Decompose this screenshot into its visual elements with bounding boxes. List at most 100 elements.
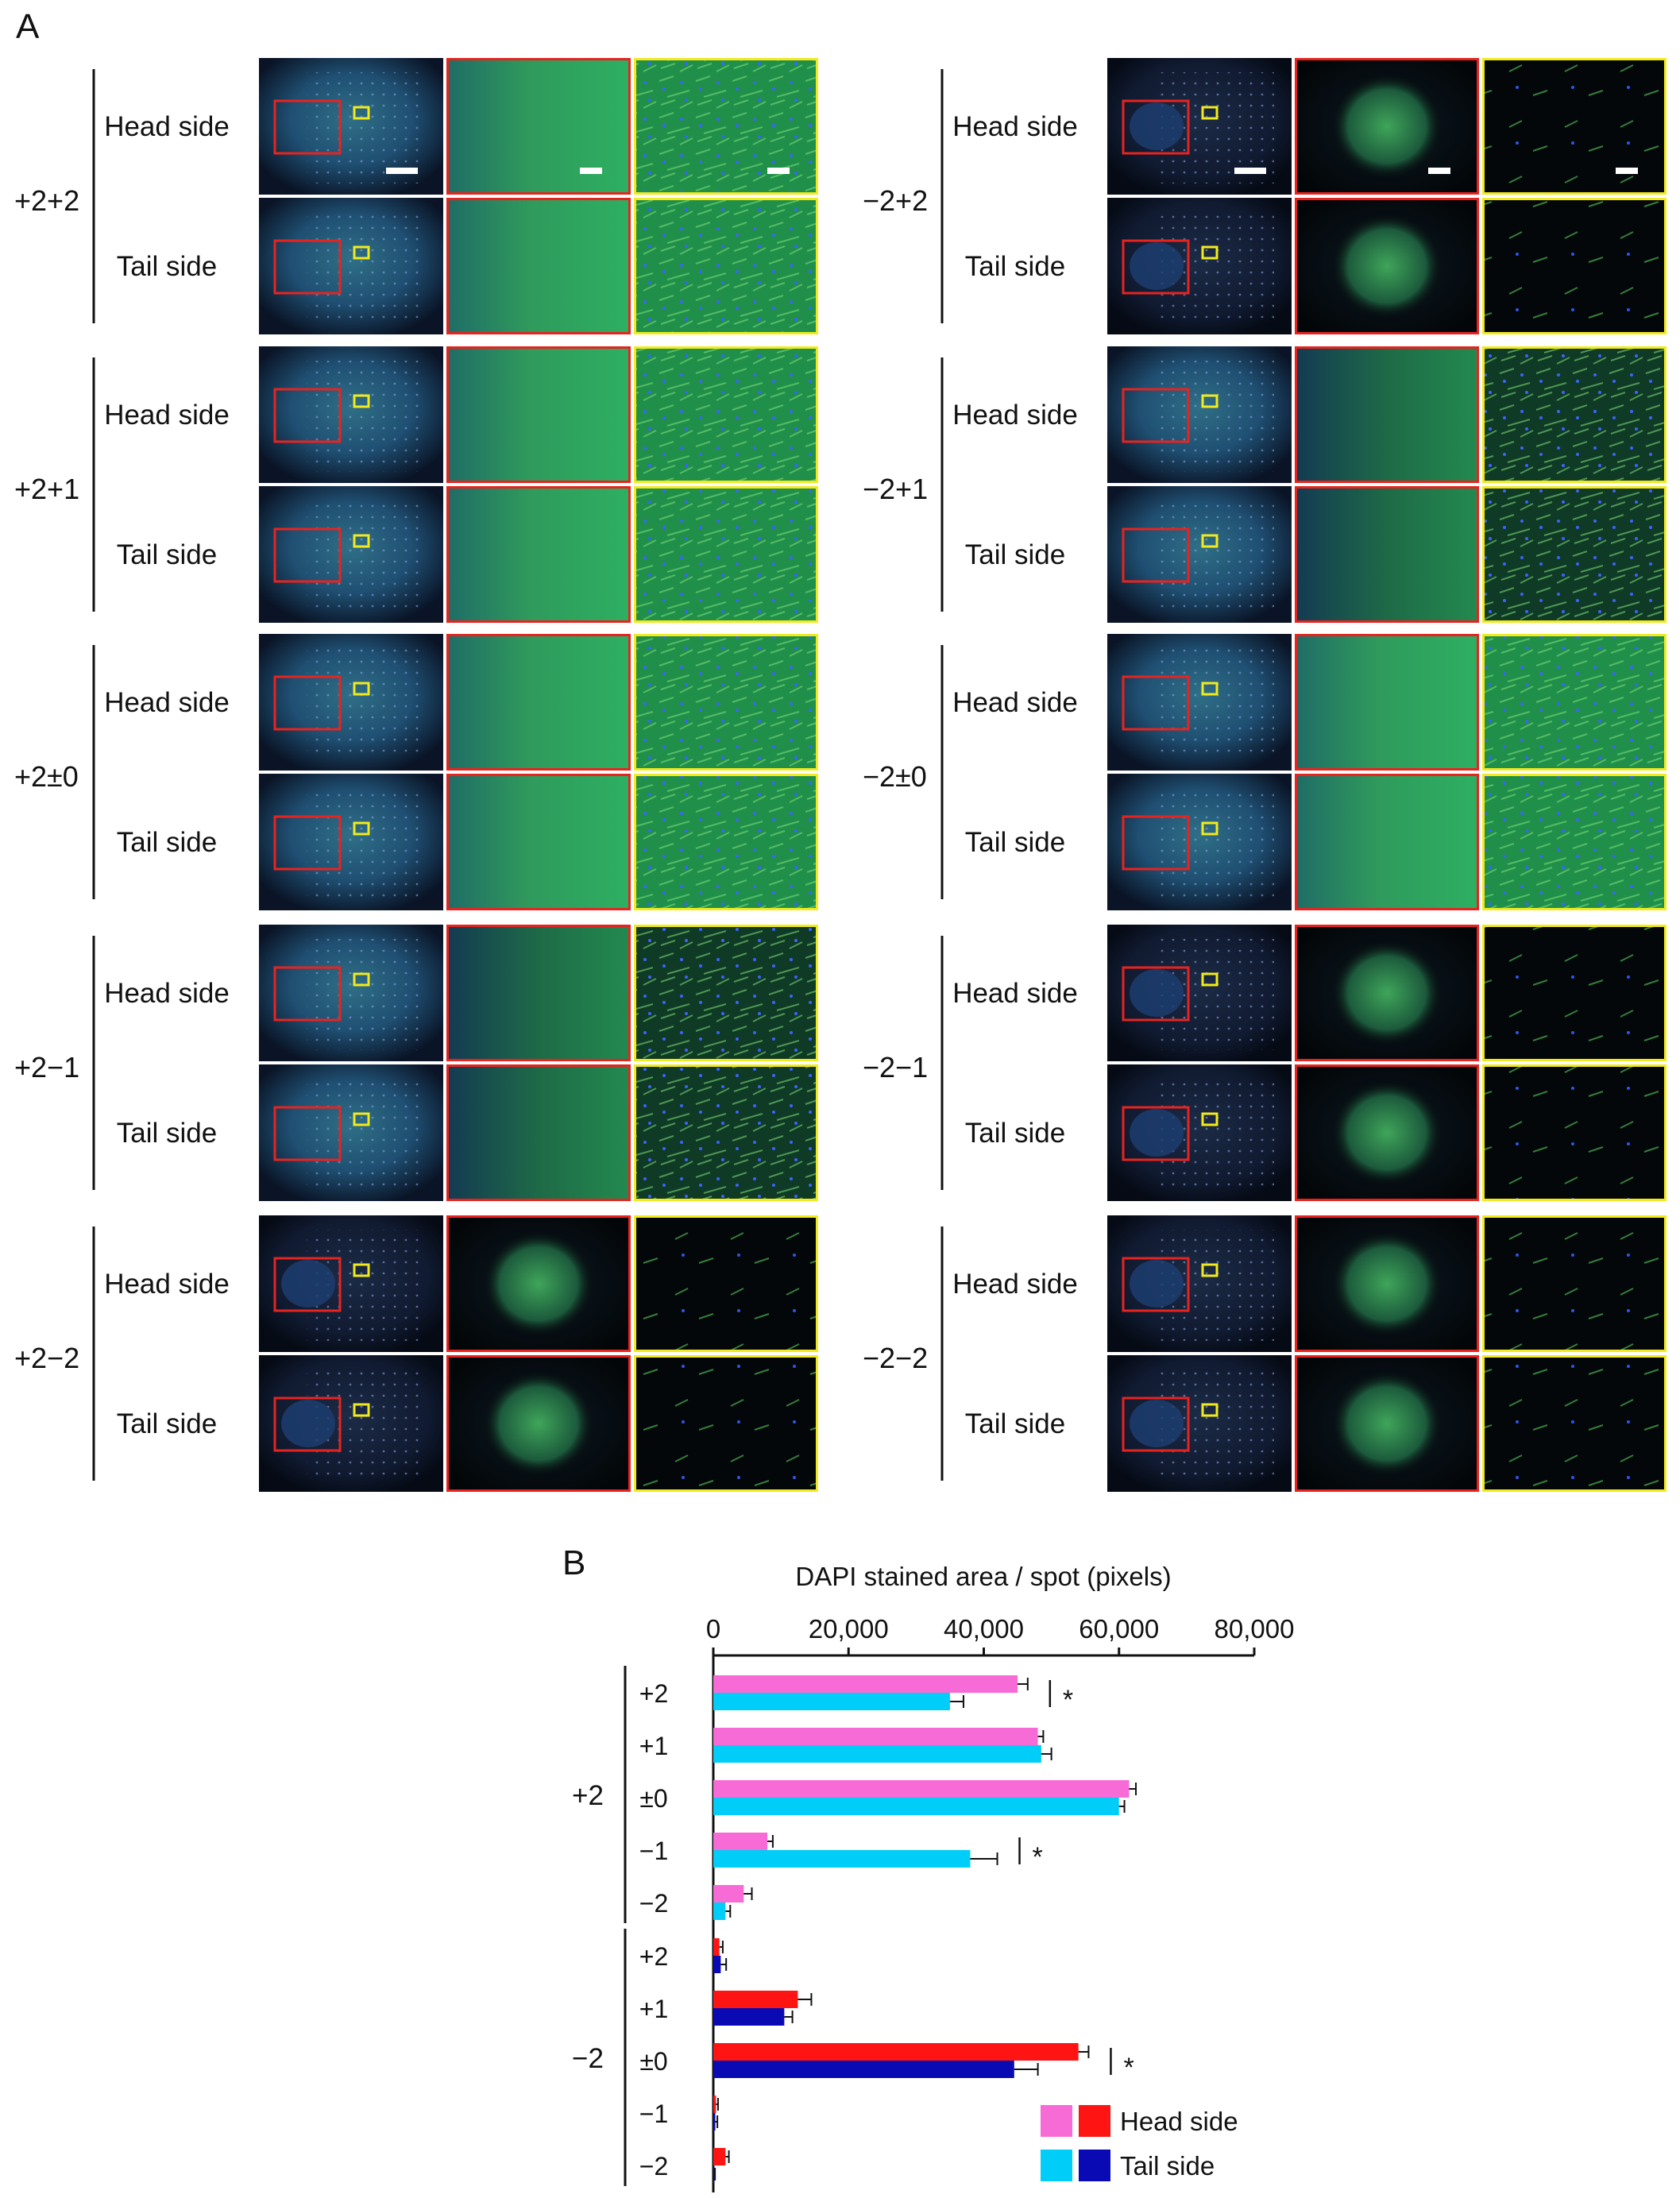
- detail-frame-c2-g5-head: [1482, 1215, 1666, 1352]
- legend-label-tail: Tail side: [1120, 2151, 1215, 2181]
- side-label-c1-g5-tail: Tail side: [117, 1408, 217, 1439]
- legend-swatch-head-2: [1079, 2105, 1110, 2137]
- group-1-bar-1-tail: [713, 1693, 950, 1710]
- detail-texture-c2-g3-tail: [1482, 774, 1666, 910]
- detail-texture-c1-g4-tail: [634, 1064, 818, 1201]
- x-tick-label-2: 20,000: [809, 1614, 889, 1644]
- group-1-bar-3-head: [713, 1780, 1130, 1798]
- dapi-bar-chart: 0 20,000 40,000 60,000 80,000 +2 +2 * +1 ±0 −1 * −2 −…: [572, 1614, 1294, 2192]
- array-grid-c1-g4-head: [307, 939, 426, 1050]
- group-1-bar-3-tail: [713, 1798, 1119, 1815]
- array-grid-c1-g3-tail: [307, 788, 426, 899]
- overview-roi-box-c1-g3-tail: [273, 815, 342, 871]
- zoom-spot-c2-g5-tail: [1331, 1371, 1442, 1476]
- zoom-frame-c1-g2-tail: [446, 486, 631, 623]
- detail-frame-c2-g1-tail: [1482, 198, 1666, 334]
- detail-frame-c2-g4-head: [1482, 925, 1666, 1061]
- group-2-category-label-3: ±0: [639, 2047, 667, 2076]
- condition-label-c1-g2: +2+1: [14, 473, 79, 505]
- zoom-image-c1-g2-tail: [446, 486, 631, 623]
- legend-swatch-head-1: [1041, 2105, 1072, 2137]
- overview-roi-box-c1-g4-head: [273, 966, 342, 1022]
- detail-frame-c1-g4-head: [634, 925, 818, 1061]
- zoom-image-c1-g2-head: [446, 346, 631, 483]
- overview-roi-box-c1-g2-head: [273, 388, 342, 443]
- detail-texture-c2-g5-head: [1482, 1215, 1666, 1352]
- side-label-c2-g2-tail: Tail side: [965, 539, 1065, 570]
- detail-roi-box-c1-g2-tail: [353, 534, 370, 548]
- group-2-bar-4-head: [713, 2096, 716, 2113]
- group-1-category-label-1: +2: [639, 1679, 668, 1708]
- group-1-bar-5-head: [713, 1885, 744, 1902]
- overview-roi-box-c2-g2-head: [1122, 388, 1190, 443]
- overview-roi-box-c2-g5-head: [1122, 1257, 1190, 1312]
- array-grid-c1-g3-head: [307, 648, 426, 759]
- zoom-frame-c2-g2-head: [1295, 346, 1479, 483]
- overview-roi-box-c1-g1-head: [273, 99, 342, 155]
- side-label-c2-g3-head: Head side: [952, 687, 1078, 718]
- overview-roi-box-c1-g2-tail: [273, 527, 342, 583]
- side-label-c2-g1-head: Head side: [952, 111, 1078, 142]
- group-1-category-label-5: −2: [639, 1889, 668, 1918]
- side-label-c2-g4-tail: Tail side: [965, 1118, 1065, 1149]
- array-grid-c2-g2-head: [1155, 361, 1274, 472]
- detail-roi-box-c1-g4-head: [353, 972, 370, 987]
- detail-frame-c2-g2-head: [1482, 346, 1666, 483]
- detail-texture-c1-g3-tail: [634, 774, 818, 910]
- array-grid-c1-g4-tail: [307, 1079, 426, 1190]
- detail-frame-c2-g1-head: [1482, 58, 1666, 195]
- group-2-bar-2-head: [713, 1991, 798, 2008]
- group-2-bar-1-head: [713, 1938, 720, 1956]
- zoom-frame-c2-g3-tail: [1295, 774, 1479, 910]
- detail-frame-c2-g3-head: [1482, 634, 1666, 771]
- zoom-image-c1-g4-tail: [446, 1064, 631, 1201]
- detail-roi-box-c2-g4-head: [1201, 972, 1218, 987]
- spot-c1-g5-tail: [281, 1400, 335, 1447]
- detail-roi-box-c2-g5-tail: [1201, 1403, 1218, 1417]
- overview-roi-box-c1-g1-tail: [273, 239, 342, 295]
- group-1-bar-1-head: [713, 1675, 1018, 1693]
- condition-label-c2-g5: −2−2: [863, 1342, 928, 1374]
- detail-roi-box-c2-g3-head: [1201, 682, 1218, 696]
- zoom-spot-c2-g5-head: [1331, 1231, 1442, 1336]
- detail-texture-c1-g4-head: [634, 925, 818, 1061]
- detail-frame-c2-g2-tail: [1482, 486, 1666, 623]
- legend-swatch-tail-2: [1079, 2150, 1110, 2181]
- zoom-image-c2-g2-head: [1295, 346, 1479, 483]
- zoom-frame-c2-g3-head: [1295, 634, 1479, 771]
- detail-texture-c1-g5-tail: [634, 1355, 818, 1492]
- scale-bar-overview-c2-g1: [1234, 168, 1266, 174]
- zoom-frame-c2-g4-head: [1295, 925, 1479, 1061]
- x-tick-label-3: 40,000: [944, 1614, 1024, 1644]
- group-1-bar-4-head: [713, 1833, 768, 1850]
- detail-roi-box-c1-g2-head: [353, 394, 370, 408]
- overview-roi-box-c2-g4-head: [1122, 966, 1190, 1022]
- zoom-frame-c2-g5-head: [1295, 1215, 1479, 1352]
- group-1-bar-5-tail: [713, 1902, 726, 1920]
- detail-frame-c2-g5-tail: [1482, 1355, 1666, 1492]
- detail-roi-box-c2-g2-head: [1201, 394, 1218, 408]
- x-axis-title: DAPI stained area / spot (pixels): [795, 1562, 1171, 1591]
- condition-label-c1-g1: +2+2: [14, 184, 79, 217]
- zoom-image-c1-g3-tail: [446, 774, 631, 910]
- array-grid-c1-g2-head: [307, 361, 426, 472]
- array-grid-c1-g2-tail: [307, 500, 426, 612]
- overview-roi-box-c1-g5-tail: [273, 1396, 342, 1452]
- zoom-image-c2-g3-tail: [1295, 774, 1479, 910]
- detail-texture-c2-g2-tail: [1482, 486, 1666, 623]
- group-1-bar-4-tail: [713, 1850, 971, 1868]
- overview-roi-box-c2-g4-tail: [1122, 1106, 1190, 1161]
- scale-bar-detail-c2-g1: [1616, 168, 1638, 174]
- detail-frame-c2-g4-tail: [1482, 1064, 1666, 1201]
- zoom-frame-c1-g4-tail: [446, 1064, 631, 1201]
- condition-label-c1-g4: +2−1: [14, 1051, 79, 1084]
- zoom-frame-c1-g1-tail: [446, 198, 631, 334]
- side-label-c2-g1-tail: Tail side: [965, 251, 1065, 282]
- group-2-category-label-2: +1: [639, 1995, 668, 2023]
- array-grid-c2-g2-tail: [1155, 500, 1274, 612]
- condition-label-c1-g5: +2−2: [14, 1342, 79, 1374]
- zoom-frame-c1-g3-tail: [446, 774, 631, 910]
- group-2-bar-4-tail: [713, 2113, 716, 2130]
- overview-roi-box-c1-g4-tail: [273, 1106, 342, 1161]
